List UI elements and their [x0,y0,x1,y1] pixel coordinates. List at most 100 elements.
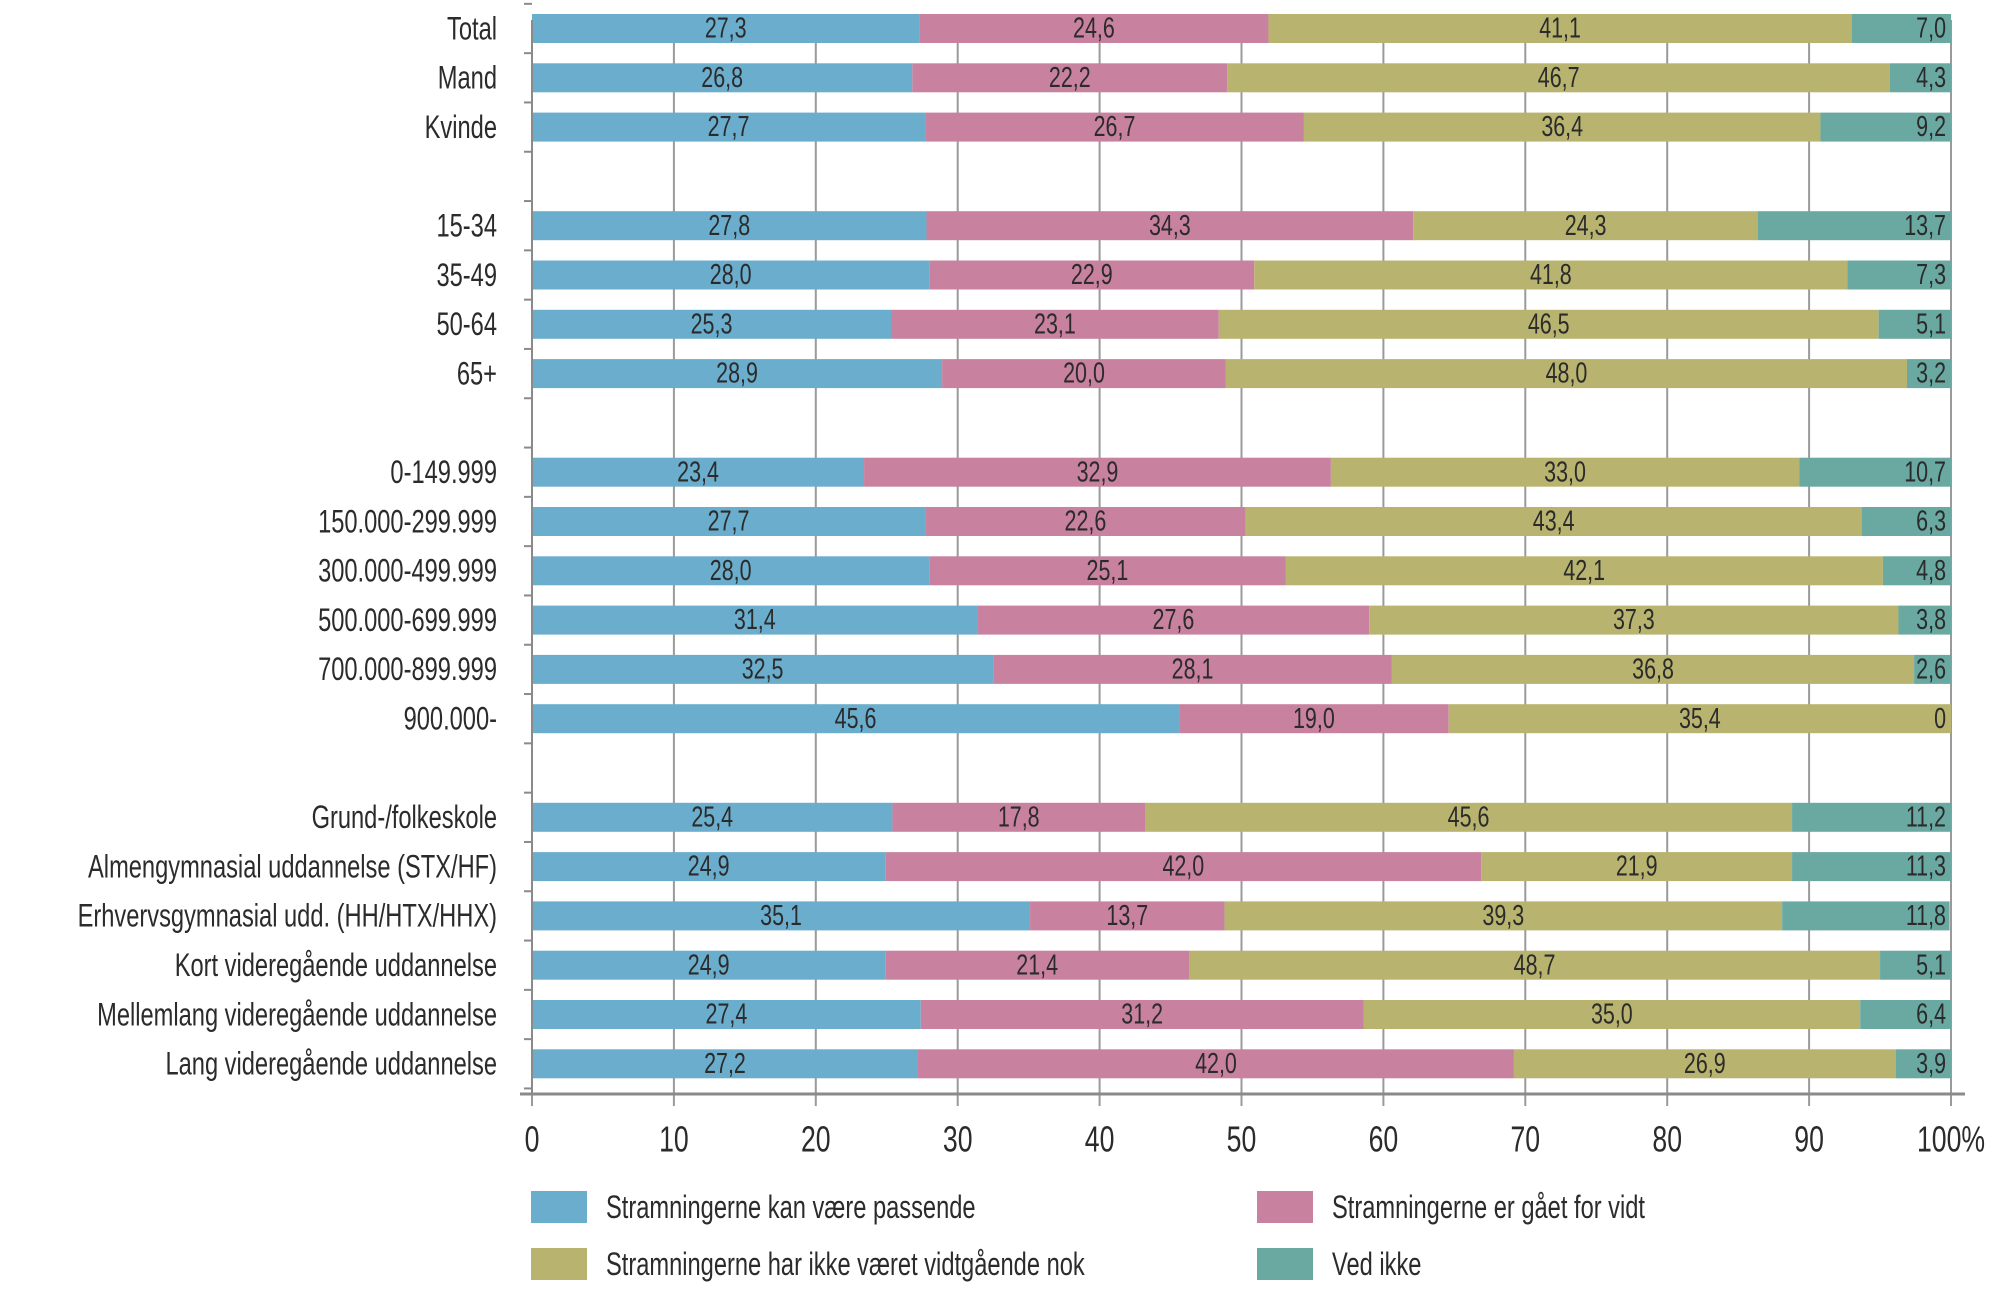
category-label: 50-64 [436,307,497,342]
data-label: 27,7 [708,506,750,538]
data-label: 21,9 [1616,851,1658,883]
data-label: 35,1 [760,900,802,932]
data-label: 22,6 [1065,506,1107,538]
bar-segment [532,112,926,142]
bar-segment [532,654,994,684]
legend-swatch [1257,1248,1313,1280]
data-label: 28,1 [1172,653,1214,685]
legend-label: Ved ikke [1332,1246,1421,1281]
bar-segment [1030,901,1225,931]
data-label: 3,2 [1916,358,1946,390]
data-label: 3,9 [1916,1048,1946,1080]
bar-segment [532,802,893,832]
data-label: 25,1 [1087,555,1129,587]
data-label: 26,8 [701,62,743,94]
data-label: 22,9 [1071,259,1113,291]
bar-segment [919,14,1269,43]
bar-segment [929,556,1286,586]
data-label: 48,7 [1514,949,1556,981]
data-label: 27,8 [708,210,750,242]
bar-segment [532,457,865,487]
data-label: 33,0 [1544,456,1586,488]
bar-segment [1391,654,1915,684]
category-label: 0-149.999 [390,455,497,490]
bar-segment [532,63,913,93]
data-label: 7,3 [1916,259,1946,291]
bar-segment [1792,852,1951,882]
bar-segment [926,211,1414,241]
data-label: 45,6 [835,703,877,735]
bar-segment [1481,852,1793,882]
legend-swatch [531,1248,587,1280]
data-label: 28,0 [710,555,752,587]
bar-segment [1860,1000,1951,1029]
bar-segment [1782,901,1950,931]
bar-segment [917,1049,1514,1079]
bar-segment [942,359,1226,389]
data-label: 41,8 [1530,259,1572,291]
legend-label: Stramningerne er gået for vidt [1332,1189,1645,1224]
data-label: 22,2 [1049,62,1091,94]
x-tick-label: 80 [1652,1119,1682,1160]
data-label: 24,6 [1073,13,1115,45]
data-label: 4,3 [1916,62,1946,94]
x-tick-label: 70 [1510,1119,1540,1160]
data-label: 27,4 [706,999,748,1031]
bar-segment [891,309,1219,339]
category-label: 65+ [457,356,497,391]
x-tick-label: 20 [801,1119,831,1160]
bar-segment [993,654,1392,684]
bar-segment [1895,1049,1951,1079]
category-label: Total [447,11,497,46]
bars: 27,3 24,6 41,1 7,0 26,8 22,2 46,7 4,3 27,7 26,7 36… [532,13,1951,1080]
data-label: 7,0 [1916,13,1946,45]
legend-label: Stramningerne kan være passende [606,1189,976,1224]
bar-segment [929,260,1255,290]
data-label: 36,8 [1632,653,1674,685]
bar-segment [1285,556,1883,586]
bar-segment [1907,359,1951,389]
data-label: 31,4 [734,604,776,636]
bar-segment [885,852,1482,882]
category-label: 150.000-299.999 [318,504,497,539]
data-label: 27,6 [1153,604,1195,636]
data-label: 10,7 [1904,456,1946,488]
data-label: 24,3 [1565,210,1607,242]
data-label: 28,0 [710,259,752,291]
bar-segment [1369,605,1899,635]
data-label: 28,9 [716,358,758,390]
bar-segment [532,1049,918,1079]
bar-segment [925,112,1304,142]
category-label: Kort videregående uddannelse [175,948,497,983]
bar-segment [1254,260,1848,290]
data-label: 11,8 [1906,900,1946,932]
bar-segment [1861,507,1951,536]
bar-segment [1882,556,1951,586]
bar-segment [532,309,892,339]
bar-segment [1245,507,1862,536]
data-label: 42,0 [1195,1048,1237,1080]
category-label: Grund-/folkeskole [312,800,497,835]
data-label: 46,5 [1528,308,1570,340]
category-label: 500.000-699.999 [318,602,497,637]
x-tick-label: 60 [1369,1119,1399,1160]
bar-segment [1268,14,1852,43]
data-label: 5,1 [1916,308,1946,340]
bar-segment [1224,901,1783,931]
bar-segment [532,605,978,635]
category-label: Kvinde [425,109,497,144]
bar-segment [1820,112,1951,142]
data-label: 21,4 [1016,949,1058,981]
bar-segment [532,852,886,882]
data-label: 42,0 [1162,851,1204,883]
bar-segment [532,1000,921,1029]
category-label: Mand [438,60,497,95]
data-label: 9,2 [1916,111,1946,143]
data-label: 48,0 [1546,358,1588,390]
x-tick-label: 100% [1917,1119,1985,1160]
bar-segment [1799,457,1951,487]
data-label: 39,3 [1482,900,1524,932]
bar-segment [1878,309,1951,339]
bar-segment [1851,14,1951,43]
data-label: 19,0 [1293,703,1335,735]
